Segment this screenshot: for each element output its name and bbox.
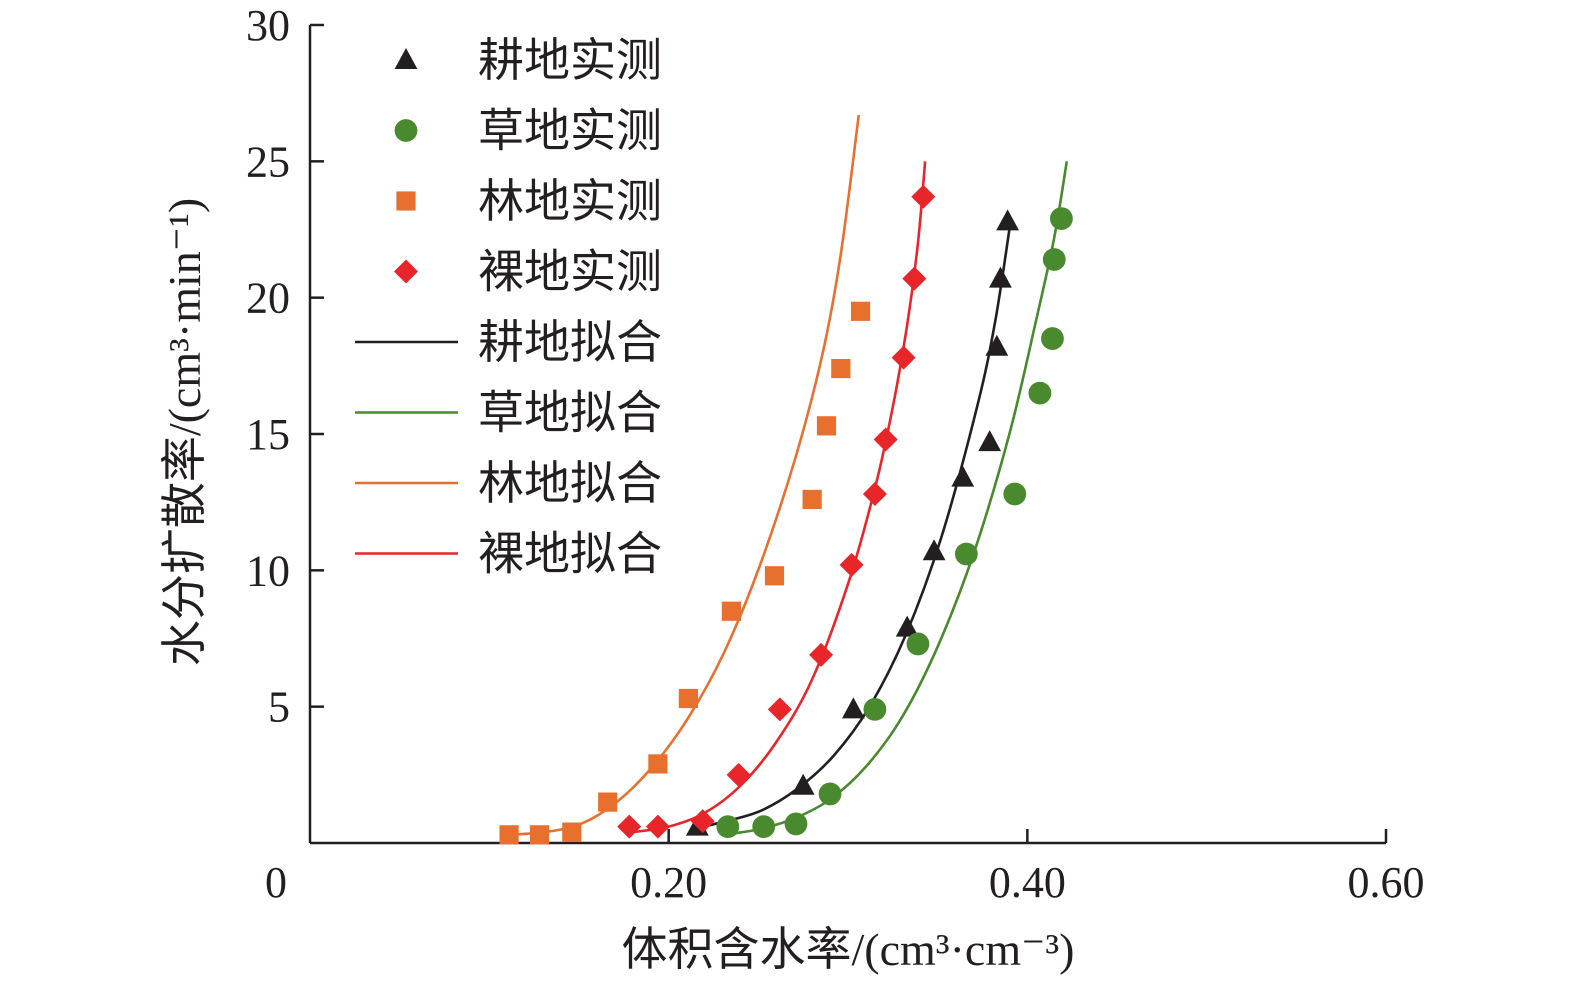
data-point xyxy=(816,416,837,436)
data-point xyxy=(767,697,792,722)
legend-item: 耕地拟合 xyxy=(355,317,662,368)
data-point xyxy=(850,301,871,321)
data-point xyxy=(598,792,618,812)
legend-label: 草地拟合 xyxy=(478,388,662,439)
data-point xyxy=(764,566,785,586)
series-points-3 xyxy=(617,184,936,839)
y-tick-label: 10 xyxy=(246,546,290,595)
series-points-1 xyxy=(716,207,1073,839)
y-tick-label: 25 xyxy=(246,137,290,186)
data-point xyxy=(1041,327,1064,350)
data-point xyxy=(978,430,1002,452)
legend-label: 林地拟合 xyxy=(478,458,662,509)
y-tick-label: 15 xyxy=(246,410,290,459)
data-point xyxy=(499,825,519,845)
data-point xyxy=(818,782,842,806)
data-point xyxy=(721,601,742,621)
x-tick-label: 0.20 xyxy=(630,858,707,907)
legend-label: 草地实测 xyxy=(478,106,662,157)
data-point xyxy=(1003,482,1027,506)
data-point xyxy=(716,815,740,839)
data-point xyxy=(911,184,936,209)
legend-label: 裸地拟合 xyxy=(478,529,662,580)
data-point xyxy=(529,825,550,845)
data-point xyxy=(985,334,1009,356)
data-point xyxy=(394,119,418,142)
x-tick-label: 0.60 xyxy=(1348,858,1425,907)
series-points-0 xyxy=(685,209,1020,836)
data-point xyxy=(1028,381,1052,405)
data-point xyxy=(396,191,416,211)
data-point xyxy=(1042,248,1066,271)
y-tick-label: 5 xyxy=(268,683,290,732)
data-point xyxy=(862,481,887,506)
legend-label: 裸地实测 xyxy=(478,247,662,298)
x-tick-label: 0 xyxy=(265,858,287,907)
data-point xyxy=(1050,207,1073,230)
y-axis-label: 水分扩散率/(cm³·min⁻¹) xyxy=(159,198,210,666)
data-point xyxy=(648,754,668,774)
data-point xyxy=(809,642,834,667)
data-point xyxy=(394,48,418,69)
data-point xyxy=(726,762,751,787)
data-point xyxy=(863,697,887,721)
data-point xyxy=(831,358,851,379)
legend-label: 耕地拟合 xyxy=(478,317,662,368)
legend-item: 林地拟合 xyxy=(355,458,662,509)
data-point xyxy=(906,632,930,656)
data-point xyxy=(922,539,946,561)
legend-item: 林地实测 xyxy=(396,176,662,227)
y-tick-label: 30 xyxy=(246,1,290,50)
measured-points xyxy=(499,184,1073,845)
series-line-4 xyxy=(689,229,1011,831)
data-point xyxy=(873,427,898,452)
data-point xyxy=(891,345,916,370)
legend-item: 裸地拟合 xyxy=(355,529,662,580)
data-point xyxy=(752,815,776,839)
axes: 5 10 15 20 25 30 0 0.20 0.40 0.60 xyxy=(246,1,1425,907)
data-point xyxy=(902,266,927,291)
x-tick-label: 0.40 xyxy=(989,858,1066,907)
legend-item: 裸地实测 xyxy=(394,247,662,298)
series-points-2 xyxy=(499,301,871,845)
data-point xyxy=(645,814,670,839)
y-tick-label: 20 xyxy=(246,274,290,323)
legend-item: 草地实测 xyxy=(394,106,662,157)
legend-label: 耕地实测 xyxy=(478,35,662,86)
data-point xyxy=(895,615,919,637)
data-point xyxy=(841,697,865,719)
data-point xyxy=(954,542,978,566)
x-axis-label: 体积含水率/(cm³·cm⁻³) xyxy=(622,924,1075,975)
data-point xyxy=(784,812,808,836)
data-point xyxy=(989,266,1012,288)
data-point xyxy=(690,809,715,834)
data-point xyxy=(791,773,815,795)
data-point xyxy=(562,822,582,842)
data-point xyxy=(839,552,864,577)
data-point xyxy=(802,489,822,510)
data-point xyxy=(617,814,642,839)
legend-label: 林地实测 xyxy=(478,176,662,227)
data-point xyxy=(996,209,1020,231)
data-point xyxy=(951,465,975,487)
data-point xyxy=(678,688,698,709)
legend-item: 草地拟合 xyxy=(355,388,662,439)
legend-item: 耕地实测 xyxy=(394,35,662,86)
data-point xyxy=(394,259,418,284)
